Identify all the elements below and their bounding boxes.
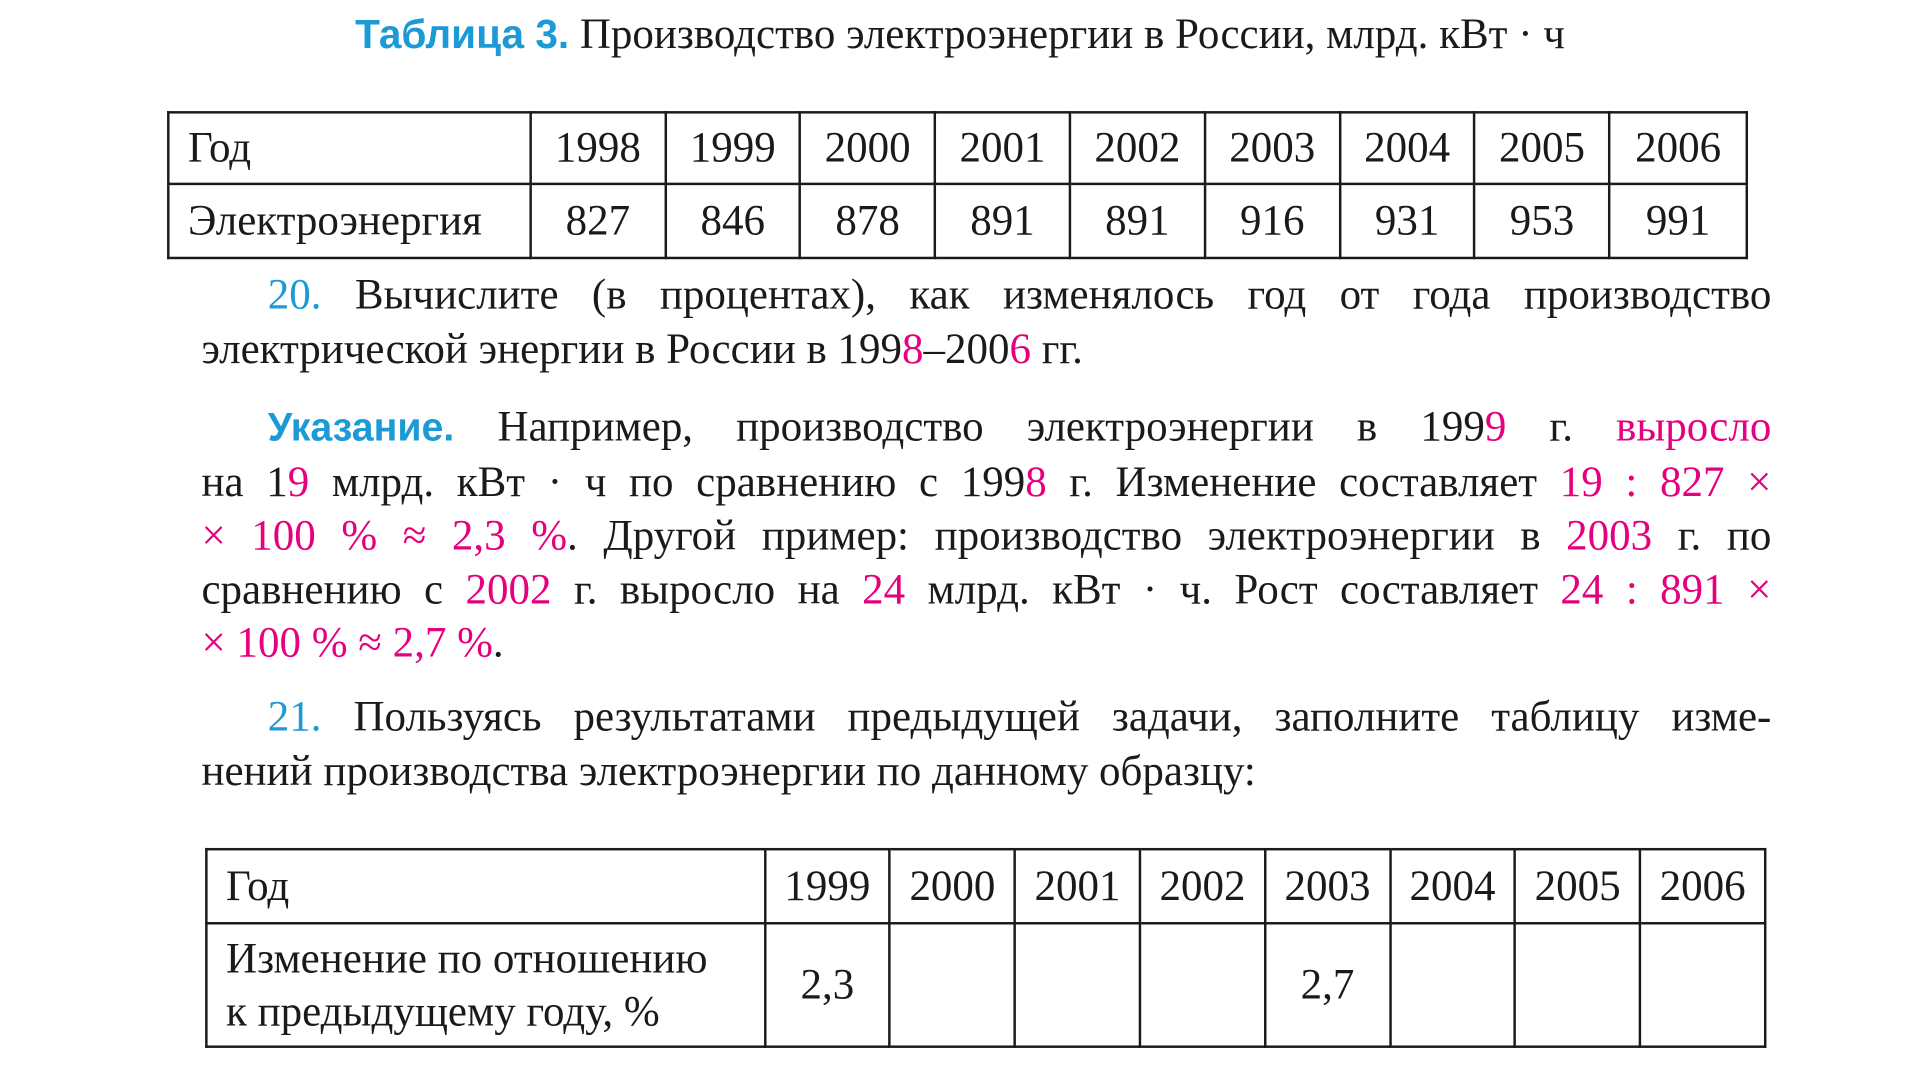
- year-cell: 2002: [1068, 111, 1207, 186]
- value-cell: 827: [529, 182, 667, 260]
- change-year-cell: 2005: [1513, 847, 1642, 925]
- year-cell: 2005: [1473, 111, 1611, 186]
- change-year-row: Год 1999 2000 2001 2002 2003 2004 2005 2…: [205, 847, 1767, 925]
- value-cell: 891: [1068, 182, 1207, 260]
- value-cell: 931: [1338, 182, 1476, 260]
- change-year-cell: 2006: [1638, 847, 1767, 925]
- change-year-header: Год: [205, 847, 767, 925]
- change-value-row: Изменение по отношению к предыдущему году…: [205, 922, 1767, 1048]
- change-year-cell: 2000: [888, 847, 1017, 925]
- change-value-cell: [1388, 922, 1517, 1048]
- year-cell: 2006: [1608, 111, 1749, 186]
- change-year-cell: 2003: [1263, 847, 1392, 925]
- year-cell: 2004: [1338, 111, 1476, 186]
- year-cell: 1999: [664, 111, 802, 186]
- change-value-cell: 2,7: [1263, 922, 1392, 1048]
- year-cell: 2003: [1203, 111, 1341, 186]
- year-cell: 1998: [529, 111, 667, 186]
- caption-text: Производство электроэнергии в России, мл…: [579, 9, 1565, 59]
- change-year-cell: 2001: [1013, 847, 1142, 925]
- change-value-cell: [1013, 922, 1142, 1048]
- year-header: Год: [167, 111, 532, 186]
- task-21-number: 21.: [267, 692, 322, 741]
- table-caption: Таблица 3. Производство электроэнергии в…: [0, 10, 1920, 59]
- hint-block: Указание. Например, производство электро…: [201, 402, 1772, 667]
- hint-label: Указание.: [267, 404, 455, 450]
- change-value-cell: [1513, 922, 1642, 1048]
- value-header: Электроэнергия: [167, 182, 532, 260]
- change-year-cell: 2004: [1388, 847, 1517, 925]
- change-year-cell: 1999: [763, 847, 892, 925]
- change-value-cell: 2,3: [763, 922, 892, 1048]
- value-cell: 891: [933, 182, 1072, 260]
- year-cell: 2001: [933, 111, 1072, 186]
- task-20-number: 20.: [267, 270, 322, 319]
- change-value-cell: [1638, 922, 1767, 1048]
- year-row: Год 1998 1999 2000 2001 2002 2003 2004 2…: [167, 111, 1749, 186]
- value-row: Электроэнергия 827 846 878 891 891 916 9…: [167, 182, 1749, 260]
- change-value-cell: [1138, 922, 1267, 1048]
- value-cell: 916: [1203, 182, 1341, 260]
- value-cell: 846: [664, 182, 802, 260]
- value-cell: 953: [1473, 182, 1611, 260]
- task-20: 20. Вычислите (в процентах), как изменял…: [201, 270, 1772, 373]
- value-cell: 991: [1608, 182, 1749, 260]
- change-table: Год 1999 2000 2001 2002 2003 2004 2005 2…: [205, 847, 1767, 1048]
- year-cell: 2000: [798, 111, 937, 186]
- value-cell: 878: [798, 182, 937, 260]
- change-value-header: Изменение по отношению к предыдущему году…: [205, 922, 767, 1048]
- change-value-cell: [888, 922, 1017, 1048]
- electricity-table: Год 1998 1999 2000 2001 2002 2003 2004 2…: [167, 111, 1749, 260]
- change-year-cell: 2002: [1138, 847, 1267, 925]
- caption-label: Таблица 3.: [355, 11, 570, 57]
- task-21: 21. Пользуясь результатами предыдущей за…: [201, 692, 1772, 795]
